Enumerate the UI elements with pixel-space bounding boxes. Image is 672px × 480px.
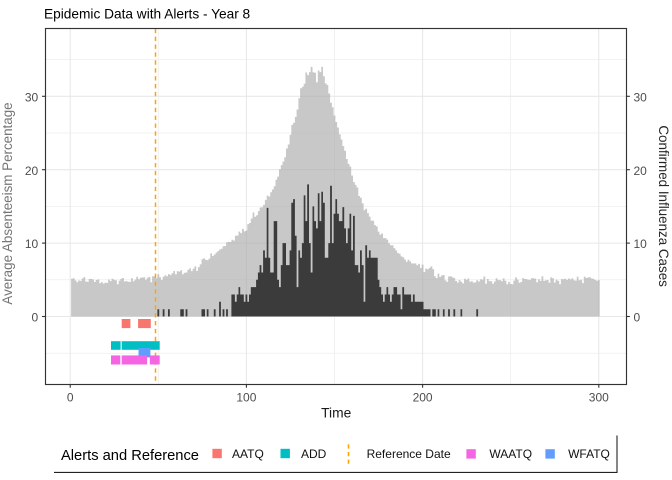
svg-text:200: 200	[413, 391, 433, 405]
svg-text:WFATQ: WFATQ	[568, 447, 610, 461]
svg-text:Alerts and Reference: Alerts and Reference	[61, 448, 199, 464]
svg-text:Average Absenteeism Percentage: Average Absenteeism Percentage	[0, 102, 15, 304]
svg-text:Time: Time	[321, 406, 351, 421]
svg-text:10: 10	[634, 237, 648, 251]
svg-text:0: 0	[67, 391, 74, 405]
svg-text:20: 20	[25, 164, 39, 178]
svg-text:ADD: ADD	[301, 447, 327, 461]
svg-text:30: 30	[25, 90, 39, 104]
svg-text:Confirmed Influenza Cases: Confirmed Influenza Cases	[656, 125, 671, 287]
svg-text:30: 30	[634, 90, 648, 104]
svg-text:0: 0	[32, 311, 39, 325]
svg-text:Epidemic Data with Alerts - Ye: Epidemic Data with Alerts - Year 8	[44, 7, 251, 22]
svg-text:10: 10	[25, 237, 39, 251]
svg-text:WAATQ: WAATQ	[489, 447, 532, 461]
svg-text:100: 100	[236, 391, 256, 405]
svg-text:300: 300	[589, 391, 609, 405]
svg-text:Reference Date: Reference Date	[367, 447, 451, 461]
svg-text:AATQ: AATQ	[232, 447, 264, 461]
svg-text:0: 0	[634, 311, 641, 325]
svg-text:20: 20	[634, 164, 648, 178]
